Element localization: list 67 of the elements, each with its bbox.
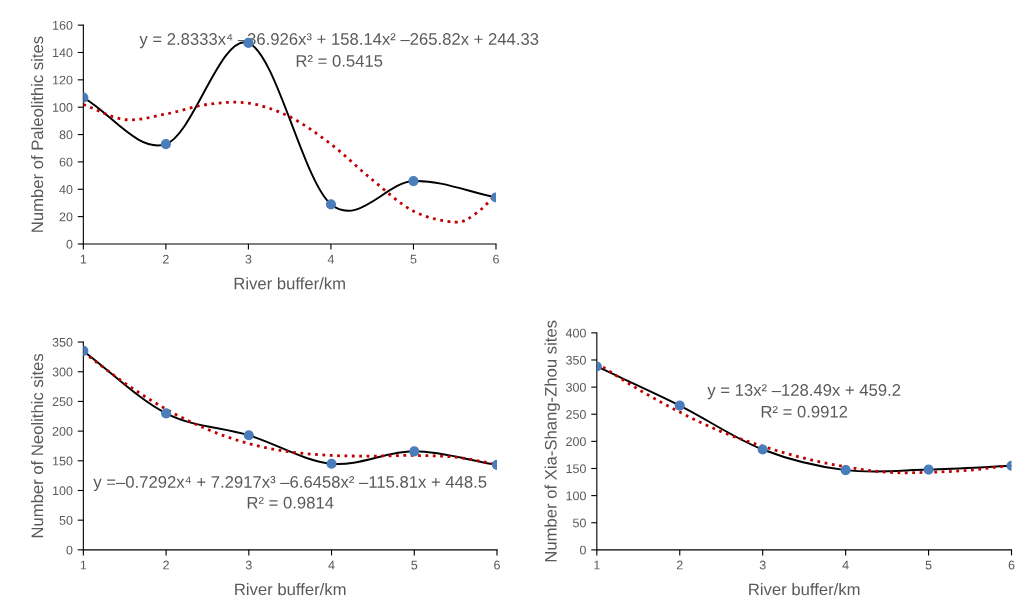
y-tick-label: 150: [566, 464, 586, 474]
y-axis-title: Number of Paleolithic sites: [30, 36, 44, 232]
y-tick-label: 0: [66, 545, 73, 555]
x-tick-label: 3: [245, 254, 252, 264]
x-tick-label: 6: [493, 254, 499, 264]
x-tick-label: 2: [163, 560, 169, 570]
y-tick-label: 0: [579, 545, 586, 555]
x-tick-label: 2: [676, 560, 683, 570]
y-tick-label: 140: [53, 48, 73, 58]
y-tick-label: 350: [566, 355, 586, 365]
x-tick-label: 4: [328, 560, 335, 570]
x-tick-label: 6: [1008, 560, 1015, 570]
x-axis-title: River buffer/km: [234, 277, 345, 290]
point: [408, 175, 419, 187]
annotation: R² = 0.5415: [296, 55, 383, 67]
x-tick-label: 4: [327, 254, 335, 264]
x-tick-label: 6: [494, 560, 500, 570]
x-tick-label: 5: [411, 560, 418, 570]
y-axis-title: Number of Xia-Shang-Zhou sites: [544, 320, 560, 562]
point: [160, 139, 171, 150]
y-tick-label: 250: [566, 410, 586, 419]
point: [757, 444, 768, 455]
x-tick-label: 2: [163, 254, 169, 264]
y-tick-label: 160: [53, 20, 73, 30]
point: [243, 430, 254, 441]
y-tick-label: 60: [59, 157, 73, 167]
y-tick-label: 300: [52, 367, 73, 377]
y-tick-label: 300: [566, 382, 586, 392]
y-tick-label: 200: [566, 437, 586, 447]
point: [409, 446, 420, 457]
annotation: y =–0.7292x⁴ + 7.2917x³ –6.6458x² –115.81x + 448.5: [93, 476, 487, 492]
y-tick-label: 350: [52, 337, 73, 347]
y-tick-label: 50: [59, 515, 73, 525]
x-tick-label: 4: [842, 560, 849, 570]
x-tick-label: 1: [80, 254, 87, 264]
x-tick-label: 3: [245, 560, 252, 570]
annotation: y = 2.8333x⁴ –36.926x³ + 158.14x² –265.82x + 244.33: [139, 33, 539, 49]
y-axis-title: Number of Neolithic sites: [30, 353, 44, 538]
x-tick-label: 5: [410, 254, 417, 264]
point: [674, 400, 685, 411]
annotation: R² = 0.9814: [247, 496, 334, 509]
y-tick-label: 40: [59, 185, 73, 194]
point: [160, 408, 172, 419]
y-tick-label: 50: [573, 518, 586, 528]
y-tick-label: 250: [52, 397, 73, 407]
y-tick-label: 200: [52, 426, 73, 436]
x-tick-label: 1: [594, 560, 600, 570]
y-tick-label: 100: [53, 486, 73, 496]
x-tick-label: 5: [925, 560, 932, 570]
point: [325, 199, 337, 210]
x-axis-title: River buffer/km: [749, 583, 860, 596]
x-tick-label: 3: [759, 560, 766, 570]
y-tick-label: 400: [565, 328, 586, 338]
annotation: R² = 0.9912: [761, 405, 848, 418]
annotation: y = 13x² –128.49x + 459.2: [707, 384, 901, 400]
x-tick-label: 1: [80, 560, 87, 570]
y-tick-label: 20: [59, 212, 73, 222]
y-tick-label: 80: [59, 130, 73, 140]
point: [840, 465, 851, 476]
x-axis-title: River buffer/km: [235, 583, 346, 596]
y-tick-label: 150: [53, 456, 73, 466]
point: [923, 464, 934, 475]
y-tick-label: 100: [566, 491, 586, 501]
point: [326, 458, 337, 469]
y-tick-label: 120: [53, 75, 73, 85]
y-tick-label: 0: [66, 239, 73, 249]
y-tick-label: 100: [53, 103, 73, 112]
